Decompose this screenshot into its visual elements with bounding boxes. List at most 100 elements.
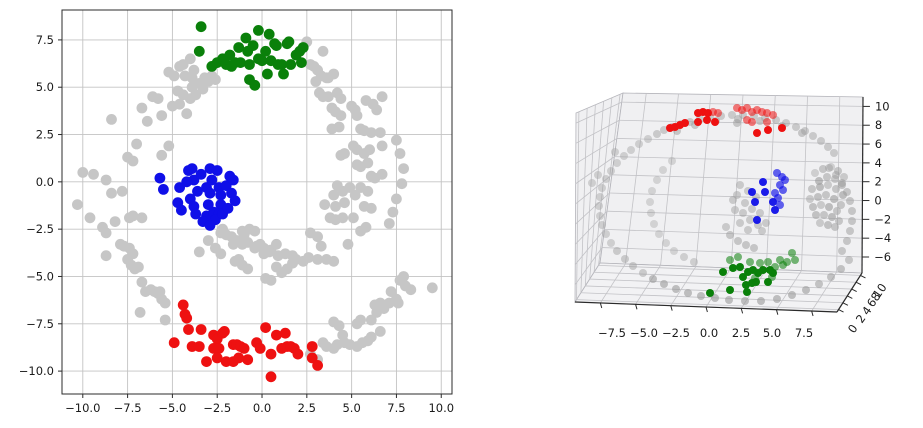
point (339, 197, 350, 209)
point (759, 178, 767, 186)
point (159, 314, 171, 326)
point (830, 195, 838, 203)
point (731, 206, 739, 214)
x-tick (705, 306, 708, 313)
point (168, 70, 180, 82)
point (213, 343, 225, 354)
point (342, 238, 354, 250)
x-tick-labels: −10.0 −7.5 −5.0 −2.5 0.0 2.5 5.0 7.5 10.0 (65, 401, 454, 415)
point (834, 167, 842, 175)
point (335, 93, 347, 104)
point (848, 207, 856, 215)
point (337, 185, 349, 197)
point (365, 202, 377, 214)
point (791, 256, 799, 264)
point (816, 183, 824, 191)
point (211, 165, 223, 176)
point (748, 188, 756, 196)
grid-z-left (575, 138, 618, 164)
point (809, 203, 817, 211)
z-tick-label: 0 (874, 194, 881, 208)
point (596, 212, 604, 220)
axes-frame (61, 9, 453, 395)
point (319, 199, 331, 211)
point (648, 187, 656, 195)
point (594, 171, 602, 179)
point (181, 108, 193, 120)
z-tick-label: −6 (874, 250, 891, 264)
point (206, 174, 218, 186)
point (607, 239, 615, 247)
point (846, 197, 854, 205)
point (362, 157, 374, 169)
point (846, 227, 854, 235)
point (133, 261, 144, 273)
points-cluster_green (193, 21, 309, 91)
points-3d-noise (588, 111, 856, 305)
point (736, 181, 744, 189)
point (758, 227, 766, 235)
point (835, 217, 843, 225)
point (106, 187, 117, 199)
point (820, 211, 828, 219)
point (398, 163, 409, 175)
point (596, 193, 604, 201)
point (751, 274, 759, 282)
point (385, 286, 397, 297)
grid-x-back (660, 93, 679, 266)
point (376, 140, 388, 152)
point (843, 237, 851, 245)
point (176, 204, 187, 216)
point (646, 198, 654, 206)
point (741, 199, 749, 207)
point (188, 64, 200, 76)
point (769, 111, 777, 119)
x-tick-label: 10.0 (428, 401, 454, 415)
x-tick-label: −10.0 (65, 401, 100, 415)
point (315, 240, 327, 252)
point (768, 273, 776, 281)
point (210, 74, 221, 85)
point (88, 168, 99, 180)
point (742, 241, 750, 249)
point (193, 45, 205, 57)
point (825, 164, 833, 172)
point (253, 25, 264, 36)
point (783, 258, 791, 266)
point (106, 114, 117, 125)
x-tick (670, 305, 673, 311)
point (814, 193, 822, 201)
point (778, 124, 786, 132)
y-axis-line (836, 272, 863, 313)
point (285, 59, 297, 70)
point (635, 140, 643, 148)
point (224, 49, 236, 61)
point (753, 216, 761, 224)
point (260, 45, 271, 57)
point (394, 148, 406, 159)
point (141, 115, 153, 127)
point (159, 297, 171, 309)
point (806, 195, 814, 203)
point (753, 129, 761, 137)
point (312, 254, 323, 265)
x-tick-label: 5.0 (763, 326, 781, 340)
point (335, 110, 347, 121)
x-tick-label: −2.5 (662, 326, 690, 340)
point (756, 117, 764, 125)
point (396, 178, 408, 190)
point (746, 258, 754, 266)
point (263, 28, 275, 40)
point (201, 356, 212, 367)
point (848, 217, 856, 225)
point (588, 179, 596, 187)
point (644, 135, 652, 143)
grid-y-left (593, 97, 613, 273)
point (764, 258, 772, 266)
point (837, 201, 845, 209)
point (771, 189, 779, 197)
point (825, 203, 833, 211)
point (174, 182, 186, 193)
point (788, 291, 796, 299)
point (746, 216, 754, 224)
